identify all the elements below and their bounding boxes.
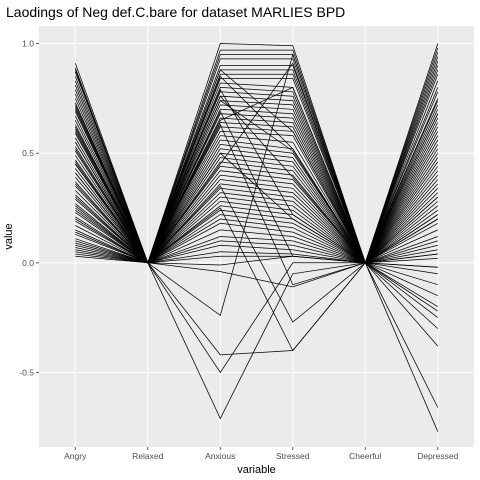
x-axis-title: variable [237, 464, 276, 476]
series-line [75, 231, 438, 374]
series-line [75, 218, 439, 432]
series-line [75, 205, 439, 408]
series-line [75, 152, 439, 264]
series-line [75, 196, 439, 347]
series-line [75, 240, 438, 420]
series-line [75, 53, 439, 317]
series-line [75, 62, 439, 264]
x-tick-label: Angry [64, 451, 87, 461]
series-line [74, 139, 439, 264]
y-axis-title: value [3, 223, 15, 249]
series-line [74, 95, 439, 312]
x-tick-label: Depressed [417, 451, 458, 461]
x-tick-label: Anxious [205, 451, 235, 461]
series-line [75, 161, 439, 264]
y-tick-label: 0.0 [22, 258, 34, 268]
y-tick-label: 1.0 [22, 39, 34, 49]
y-tick-label: -0.5 [19, 367, 34, 377]
x-tick-label: Stressed [276, 451, 310, 461]
x-tick-label: Relaxed [132, 451, 163, 461]
x-axis: Angry Relaxed Anxious Stressed Cheerful Depre… [64, 447, 459, 461]
y-axis: -0.5 0.0 0.5 1.0 [19, 39, 39, 377]
series-line [75, 172, 439, 323]
series-lines [74, 43, 439, 432]
series-line [75, 255, 438, 264]
chart-title: Laodings of Neg def.C.bare for dataset M… [6, 4, 345, 20]
series-line [74, 148, 438, 264]
y-tick-label: 0.5 [22, 148, 34, 158]
series-line [74, 86, 439, 264]
series-line [74, 69, 439, 264]
series-line [75, 174, 439, 264]
x-tick-label: Cheerful [349, 451, 381, 461]
